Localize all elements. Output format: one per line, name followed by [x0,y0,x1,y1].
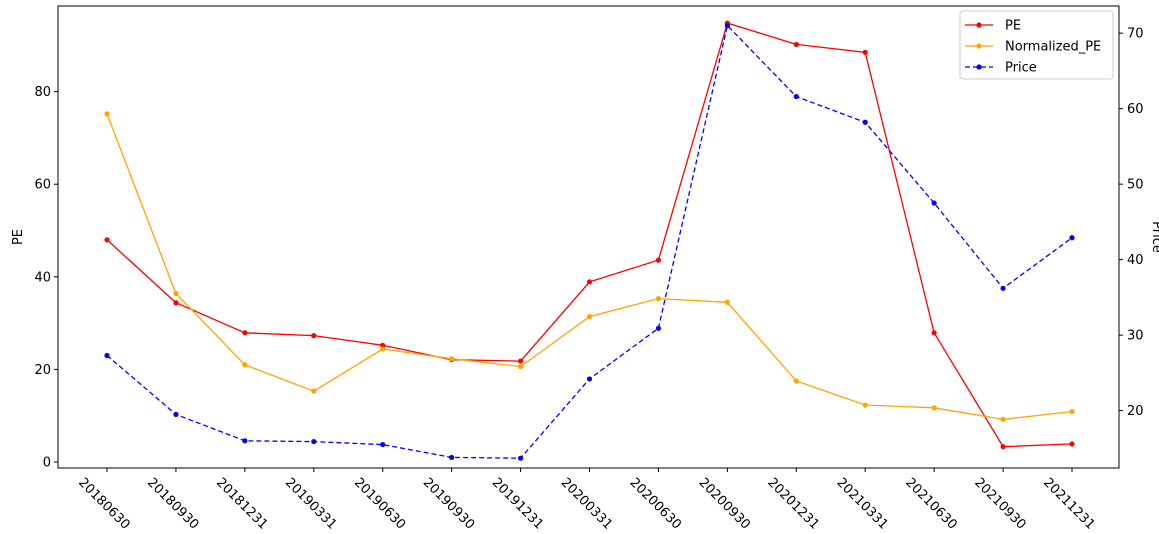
data-point-normalized-pe [1069,408,1075,415]
right-axis-title: Price [1149,221,1159,253]
left-tick-label: 80 [34,85,51,100]
x-tick-label: 20201231 [764,475,821,532]
right-tick-label: 20 [1127,404,1144,419]
data-point-pe [173,300,179,306]
x-tick-label: 20200930 [696,475,753,532]
data-point-pe [311,333,317,339]
data-point-price [311,438,317,445]
legend: PE Normalized_PE Price [959,10,1114,80]
x-tick-label: 20200630 [627,475,684,532]
data-point-price [104,352,110,359]
data-point-price [724,23,730,29]
x-tick-label: 20210630 [902,475,959,532]
left-tick-label: 20 [34,363,51,378]
data-point-price [449,454,455,461]
x-tick-label: 20190930 [420,475,477,532]
left-tick-label: 60 [34,178,51,193]
data-point-pe [517,358,524,364]
x-tick-label: 20190331 [282,475,339,532]
right-axis-ticks: 20 30 40 50 60 70 [1119,27,1144,419]
data-point-price [655,325,662,331]
left-axis-title: PE [11,229,26,245]
x-tick-label: 20180630 [75,475,132,532]
left-axis-ticks: 0 20 40 60 80 [34,85,58,470]
x-tick-label: 20210331 [833,475,890,532]
data-point-price [173,411,179,418]
data-point-price [242,438,248,444]
data-point-normalized-pe [862,402,868,408]
right-tick-label: 60 [1127,102,1144,117]
data-point-normalized-pe [104,111,110,117]
right-tick-label: 40 [1127,253,1144,268]
right-tick-label: 70 [1127,27,1144,42]
data-point-normalized-pe [242,362,248,368]
legend-marker-normalized-pe [976,43,982,49]
data-point-normalized-pe [793,378,799,384]
data-point-price [517,455,524,461]
data-point-normalized-pe [311,388,317,394]
legend-box [959,10,1114,80]
data-point-pe [242,330,248,336]
legend-marker-pe [976,22,982,28]
legend-label-normalized-pe: Normalized_PE [1005,40,1101,55]
data-point-pe [793,41,799,48]
data-point-normalized-pe [655,295,662,302]
data-point-normalized-pe [724,299,730,305]
left-tick-label: 40 [34,270,51,285]
legend-marker-price [976,64,982,70]
right-tick-label: 30 [1127,329,1144,344]
data-point-pe [586,279,593,285]
data-point-price [586,376,593,382]
data-point-normalized-pe [931,405,937,411]
left-tick-label: 0 [43,455,51,470]
right-tick-label: 50 [1127,178,1144,193]
data-point-pe [104,237,110,243]
data-point-price [1069,235,1075,241]
data-point-pe [655,257,662,263]
data-point-price [793,93,799,100]
legend-label-price: Price [1005,61,1037,76]
data-point-pe [862,49,868,55]
data-point-price [862,119,868,125]
series-layer [104,20,1075,461]
data-point-pe [1000,444,1006,450]
x-axis-ticks: 20180630 20180930 20181231 20190331 20190630… [75,468,1098,533]
data-point-normalized-pe [380,346,386,352]
data-point-price [1000,285,1006,291]
data-point-pe [380,342,386,348]
data-point-normalized-pe [1000,416,1006,422]
plot-area [57,5,1120,469]
x-tick-label: 20191231 [489,475,546,532]
x-tick-label: 20181231 [213,475,270,532]
x-tick-label: 20200331 [558,475,615,532]
data-point-normalized-pe [449,356,455,362]
x-tick-label: 20190630 [351,475,408,532]
x-tick-label: 20180930 [144,475,201,532]
data-point-pe [1069,441,1075,447]
data-point-price [380,441,386,448]
data-point-normalized-pe [517,364,524,370]
x-tick-label: 20210930 [971,475,1028,532]
data-point-pe [931,330,937,336]
data-point-price [931,200,937,206]
data-point-normalized-pe [586,314,593,320]
legend-label-pe: PE [1005,19,1021,34]
data-point-normalized-pe [173,290,179,297]
x-tick-label: 20211231 [1040,475,1097,532]
